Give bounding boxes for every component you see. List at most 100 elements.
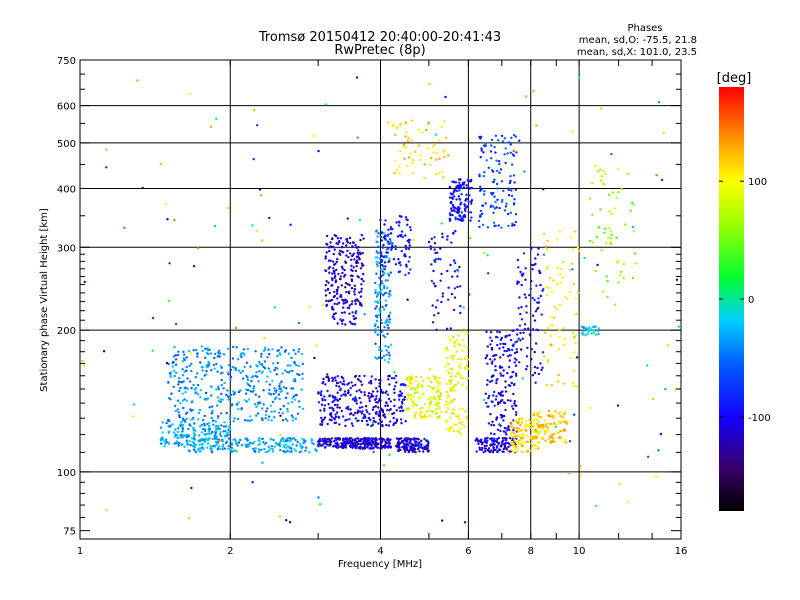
data-point [254,393,257,396]
data-point [333,248,336,251]
data-point [494,353,498,357]
data-point [402,145,405,148]
data-point [225,411,228,415]
data-point [334,234,338,238]
data-point [452,358,455,361]
data-point [511,371,514,374]
data-point [613,303,617,306]
data-point [384,234,387,237]
data-point [240,408,243,411]
data-point [509,175,512,178]
data-point [532,412,536,416]
data-point [465,364,468,368]
data-point [336,242,340,246]
data-point [427,240,431,244]
x-axis-label: Frequency [MHz] [338,559,422,570]
data-point [256,365,259,368]
data-point [347,292,351,295]
data-point [459,373,462,376]
data-point [366,444,370,447]
data-point [408,256,411,259]
data-point [562,413,565,416]
data-point [492,424,496,427]
data-point [449,387,453,390]
data-point [388,238,392,241]
data-point [293,361,296,364]
data-point [321,437,324,441]
data-point [339,275,342,278]
data-point [222,443,225,446]
data-point [394,421,397,425]
data-point [493,145,496,149]
data-point [250,379,253,383]
data-point [185,356,188,359]
data-point [295,364,298,367]
data-point [198,443,201,446]
data-point [379,268,383,271]
data-point [516,280,519,283]
data-point [456,285,459,289]
data-point [343,383,346,386]
data-point [269,447,272,450]
data-point [343,268,346,272]
data-point [505,447,508,450]
data-point [601,290,605,293]
data-point [184,386,187,389]
data-point [553,414,556,418]
data-point [230,442,233,445]
data-point [172,355,176,358]
data-point [502,189,505,193]
data-point [579,465,582,468]
data-point [408,241,411,244]
data-point [440,272,443,276]
data-point [599,208,602,211]
data-point [342,275,346,278]
data-point [384,442,388,445]
data-point [559,430,562,433]
data-point [179,424,182,427]
data-point [617,281,620,284]
data-point [539,416,543,419]
data-point [521,420,524,423]
data-point [301,437,304,441]
data-point [546,359,550,362]
data-point [659,432,663,436]
data-point [515,151,518,154]
data-point [363,413,366,416]
data-point [382,294,385,297]
data-point [616,404,620,407]
data-point [248,419,251,422]
data-point [337,272,340,276]
data-point [438,157,441,160]
data-point [387,247,390,250]
data-point [487,405,490,408]
data-point [345,238,349,241]
data-point [602,183,605,186]
data-point [404,216,408,219]
data-point [132,403,136,406]
data-point [342,415,345,418]
data-point [291,397,294,400]
data-point [241,369,244,373]
data-point [276,361,279,365]
data-point [609,237,613,240]
data-point [194,443,198,446]
data-point [450,292,454,296]
data-point [572,282,575,286]
data-point [308,451,311,454]
data-point [190,437,194,440]
data-point [515,348,518,351]
data-point [409,437,412,441]
data-point [407,407,410,410]
data-point [290,414,294,417]
data-point [407,395,410,399]
data-point [450,412,454,415]
data-point [448,430,451,433]
data-point [376,235,379,238]
data-point [328,406,332,410]
data-point [179,433,183,437]
data-point [381,246,385,249]
data-point [207,424,211,428]
data-point [508,181,512,185]
